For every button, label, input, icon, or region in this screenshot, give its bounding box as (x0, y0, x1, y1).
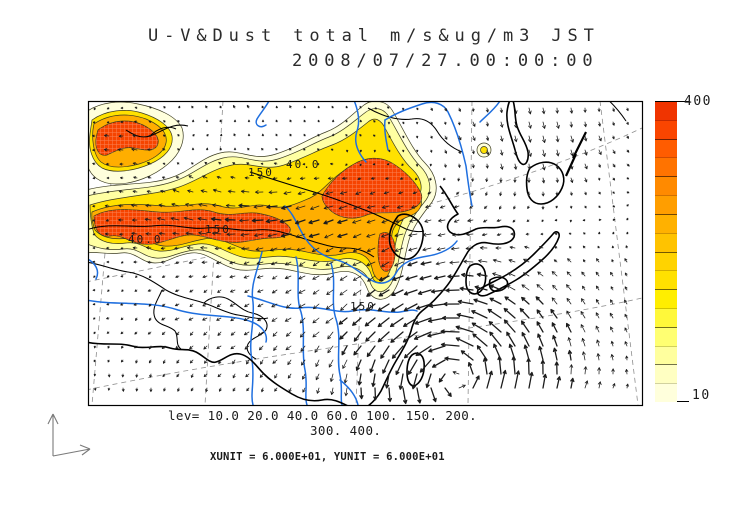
plot-title: U-V&Dust total m/s&ug/m3 JST (148, 26, 600, 46)
colorbar (655, 102, 677, 402)
country-borders (88, 101, 627, 360)
colorbar-segment (655, 290, 677, 309)
colorbar-segment (655, 271, 677, 291)
colorbar-min-label: 10 (692, 388, 711, 403)
dust-shaded-contours (88, 101, 492, 300)
contour-label: 40.0 (128, 233, 163, 246)
wind-vectors (92, 104, 630, 405)
colorbar-segment (655, 365, 677, 385)
coastlines (88, 101, 587, 405)
graticule-lines (88, 101, 642, 405)
contour-levels-line-1: lev= 10.0 20.0 40.0 60.0 100. 150. 200. (168, 408, 478, 423)
units-line: XUNIT = 6.000E+01, YUNIT = 6.000E+01 (210, 451, 445, 463)
colorbar-max-label: 400 (684, 94, 712, 109)
colorbar-segment (655, 196, 677, 215)
colorbar-segment (655, 177, 677, 197)
contour-label: 150 (205, 223, 231, 236)
dust-hatch (378, 232, 396, 272)
colorbar-segment (655, 252, 677, 272)
contour-label: 40.0 (286, 158, 321, 171)
colorbar-segment (655, 346, 677, 366)
colorbar-segment (655, 214, 677, 234)
colorbar-segment (655, 327, 677, 347)
vector-key-arrows (47, 413, 91, 457)
map-frame (87, 100, 644, 407)
colorbar-segment (655, 102, 677, 121)
colorbar-segment (655, 233, 677, 253)
colorbar-segment (655, 308, 677, 328)
colorbar-segment (655, 139, 677, 159)
contour-label: 150 (248, 166, 274, 179)
colorbar-segment (655, 158, 677, 178)
colorbar-segment (655, 384, 677, 402)
map-content (88, 101, 642, 405)
plot-datetime: 2008/07/27.00:00:00 (292, 51, 599, 71)
colorbar-segment (655, 120, 677, 140)
rivers (88, 101, 501, 405)
contour-levels-line-2: 300. 400. (310, 423, 382, 438)
dust-hatch (95, 120, 159, 156)
